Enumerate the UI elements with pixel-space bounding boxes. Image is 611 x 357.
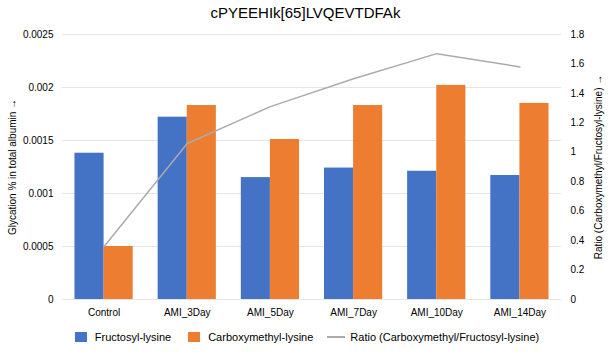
svg-text:0.002: 0.002 <box>28 82 53 93</box>
svg-text:0.4: 0.4 <box>571 235 585 246</box>
svg-text:1.8: 1.8 <box>571 29 585 40</box>
svg-text:0.6: 0.6 <box>571 205 585 216</box>
svg-text:Glycation % in total albumin →: Glycation % in total albumin → <box>7 99 18 235</box>
svg-text:AMI_5Day: AMI_5Day <box>247 307 294 318</box>
svg-text:0.0025: 0.0025 <box>23 29 54 40</box>
svg-text:0.0015: 0.0015 <box>23 135 54 146</box>
html-text:Ratio (Carboxymethyl/Fructosyl: Ratio (Carboxymethyl/Fructosyl-lysine) <box>350 331 540 343</box>
svg-text:0.001: 0.001 <box>28 188 53 199</box>
svg-text:0.0005: 0.0005 <box>23 241 54 252</box>
svg-text:0.2: 0.2 <box>571 264 585 275</box>
svg-text:1.4: 1.4 <box>571 88 585 99</box>
svg-text:Control: Control <box>88 307 120 318</box>
svg-text:Ratio (Carboxymethyl/Fructosyl: Ratio (Carboxymethyl/Fructosyl-lysine) → <box>593 75 604 260</box>
html-text:cPYEEHIk[65]LVQEVTDFAk: cPYEEHIk[65]LVQEVTDFAk <box>210 4 401 21</box>
svg-text:1.6: 1.6 <box>571 58 585 69</box>
svg-text:0: 0 <box>571 294 577 305</box>
svg-text:1.2: 1.2 <box>571 117 585 128</box>
html-text:Carboxymethyl-lysine: Carboxymethyl-lysine <box>208 331 314 343</box>
svg-text:AMI_7Day: AMI_7Day <box>330 307 377 318</box>
svg-text:AMI_10Day: AMI_10Day <box>411 307 463 318</box>
svg-text:AMI_14Day: AMI_14Day <box>494 307 546 318</box>
svg-text:1: 1 <box>571 146 577 157</box>
svg-text:AMI_3Day: AMI_3Day <box>164 307 211 318</box>
svg-text:0: 0 <box>48 294 54 305</box>
svg-text:0.8: 0.8 <box>571 176 585 187</box>
html-text:Fructosyl-lysine: Fructosyl-lysine <box>94 331 172 343</box>
